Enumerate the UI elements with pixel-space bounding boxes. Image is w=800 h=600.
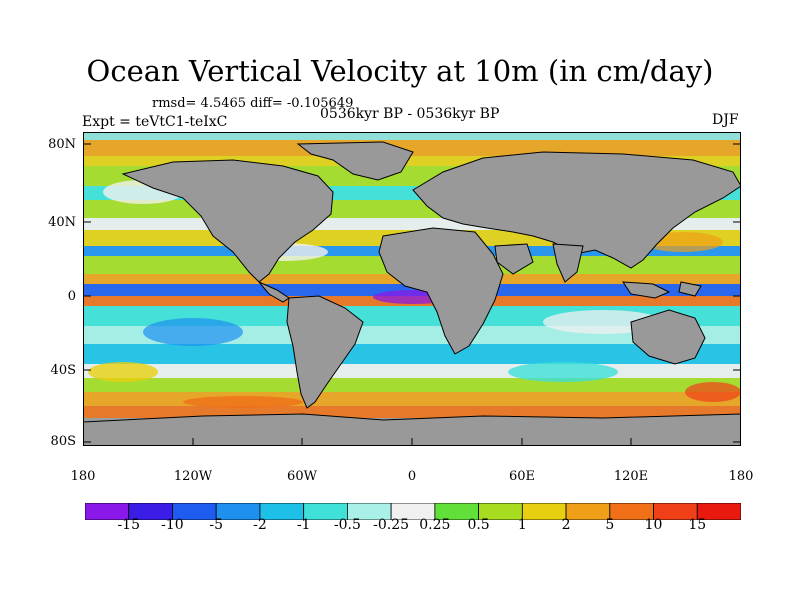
colorbar-label-9: 1 — [517, 517, 527, 533]
colorbar — [85, 503, 741, 520]
colorbar-swatch-14 — [696, 503, 741, 520]
season-label: DJF — [712, 112, 739, 128]
lon-label-60w: 60W — [287, 469, 317, 484]
lon-label-60e: 60E — [508, 469, 536, 484]
arabia-india — [494, 243, 584, 283]
map-frame — [83, 132, 741, 446]
south-america — [286, 295, 364, 409]
colorbar-label-5: -0.5 — [333, 517, 361, 533]
period-label: 0536kyr BP - 0536kyr BP — [320, 106, 500, 122]
colorbar-label-13: 15 — [688, 517, 707, 533]
colorbar-label-11: 5 — [605, 517, 615, 533]
colorbar-label-4: -1 — [296, 517, 311, 533]
central-america — [258, 281, 290, 303]
lon-label-120w: 120W — [173, 469, 213, 484]
lon-label-180w: 180 — [70, 469, 96, 484]
colorbar-label-0: -15 — [117, 517, 140, 533]
colorbar-label-1: -10 — [161, 517, 184, 533]
maritime-continent — [622, 281, 702, 299]
colorbar-label-6: -0.25 — [373, 517, 410, 533]
colorbar-label-7: 0.25 — [419, 517, 451, 533]
land-masses — [83, 141, 741, 446]
colorbar-label-3: -2 — [253, 517, 267, 533]
colorbar-label-12: 10 — [644, 517, 663, 533]
velocity-map — [83, 132, 741, 446]
lat-label-40s: 40S — [50, 363, 76, 378]
greenland — [296, 141, 414, 181]
africa — [378, 227, 504, 355]
antarctica — [83, 413, 741, 446]
experiment-label: Expt = teVtC1-teIxC — [82, 114, 228, 130]
lat-label-80s: 80S — [50, 434, 76, 449]
plot-title: Ocean Vertical Velocity at 10m (in cm/da… — [86, 54, 714, 88]
eurasia — [412, 151, 741, 269]
lat-label-40n: 40N — [48, 215, 76, 230]
lon-label-180e: 180 — [728, 469, 754, 484]
map-ticks — [83, 143, 741, 446]
colorbar-label-2: -5 — [209, 517, 223, 533]
australia — [630, 309, 706, 365]
north-america — [121, 159, 334, 283]
lat-label-0: 0 — [67, 289, 76, 304]
colorbar-label-8: 0.5 — [467, 517, 490, 533]
colorbar-label-10: 2 — [561, 517, 571, 533]
lon-label-120e: 120E — [613, 469, 649, 484]
lon-label-0: 0 — [407, 469, 417, 484]
stats-label: rmsd= 4.5465 diff= -0.105649 — [152, 96, 354, 111]
lat-label-80n: 80N — [48, 137, 76, 152]
